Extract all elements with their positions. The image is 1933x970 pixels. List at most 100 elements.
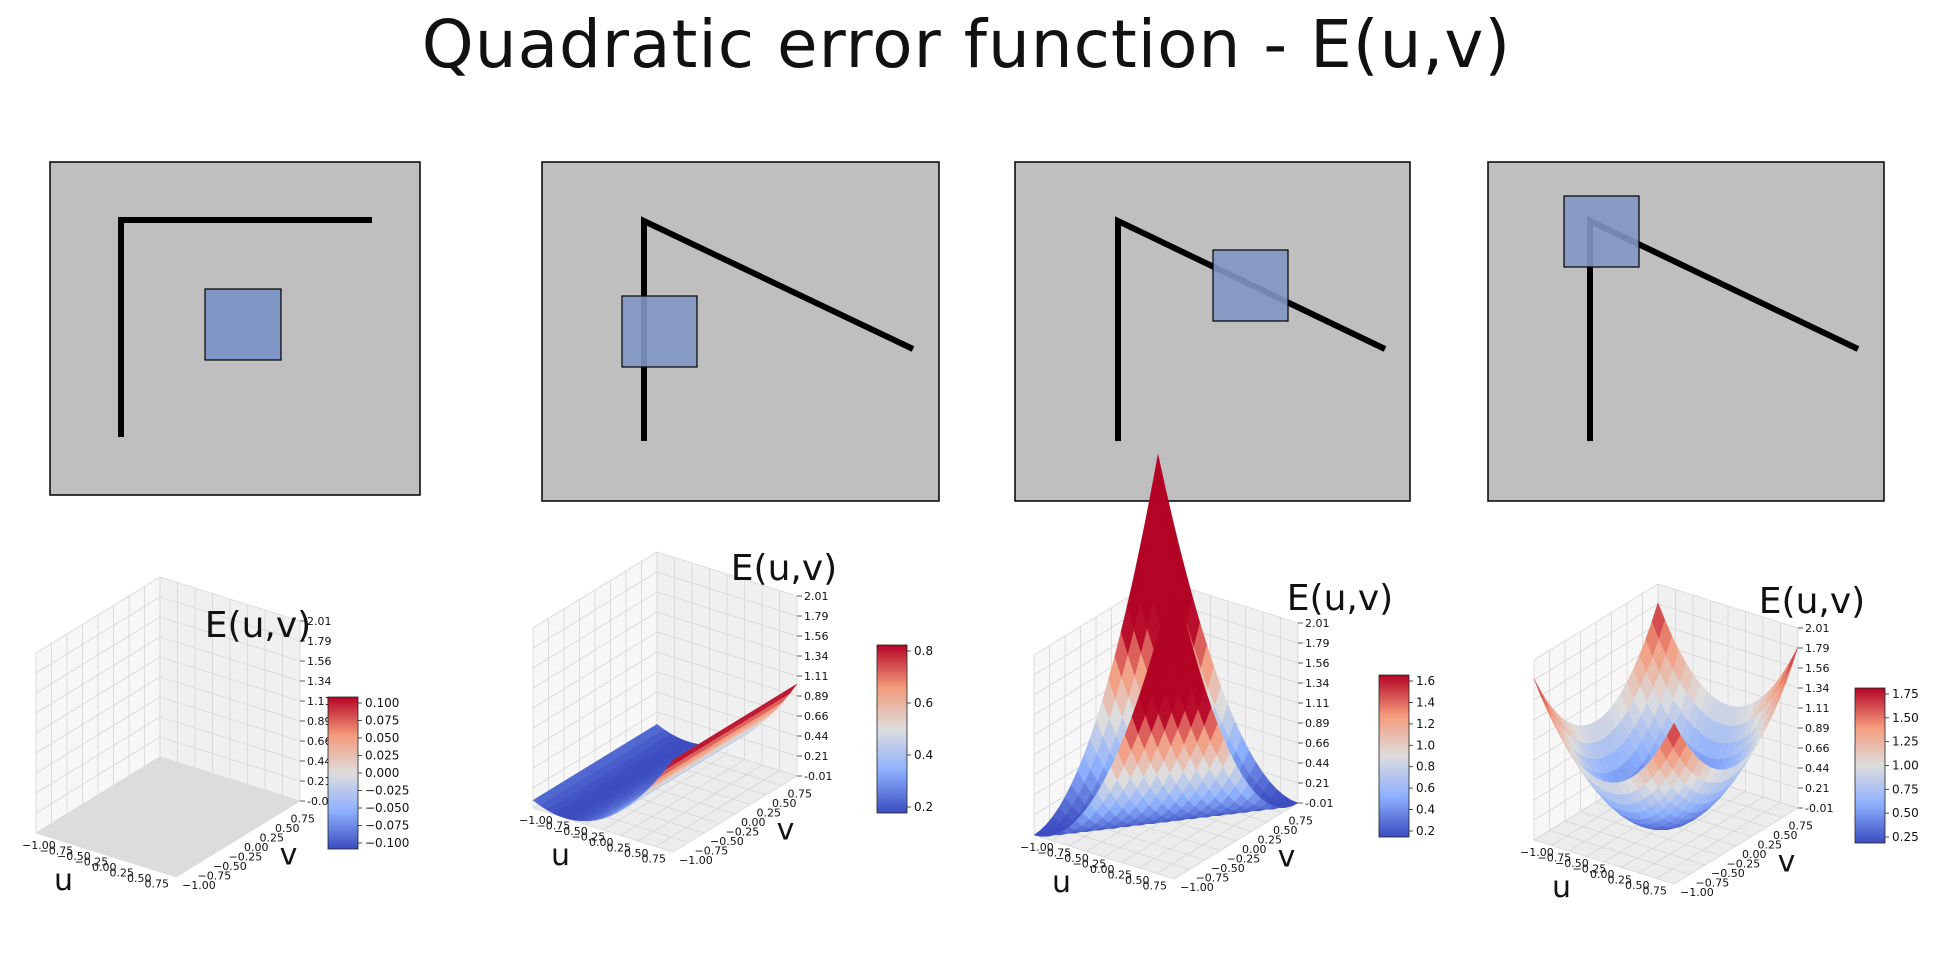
wall-gridline [35,716,301,794]
x-tick-label: −0.25 [1573,863,1607,876]
z-tick-label: 0.66 [307,735,332,748]
wall-gridline [35,676,301,754]
z-tick-label: 0.44 [307,755,332,768]
wall-gridline [532,671,798,749]
x-axis-label: u [1552,870,1571,905]
corner-edge [1115,216,1387,441]
colorbar-tick-label: 0.2 [1416,824,1435,838]
colorbar-tick-label: 0.4 [914,748,933,762]
colorbar-tick-label: −0.100 [365,836,409,850]
wall-gridline [35,656,301,734]
x-tick-label: 0.25 [607,842,632,855]
surface-title: E(u,v) [731,548,837,589]
window-box [204,288,282,361]
z-tick-label: 0.44 [804,730,829,743]
y-tick-label: 0.75 [291,813,316,826]
y-tick-label: 0.50 [275,822,300,835]
z-tick-label: 0.44 [1305,757,1330,770]
x-tick-label: −0.50 [554,825,588,838]
y-tick-label: −0.50 [710,835,744,848]
y-tick-label: −0.75 [695,845,729,858]
z-tick-label: 2.01 [1305,617,1330,630]
y-tick-label: −0.50 [1711,867,1745,880]
y-tick-label: −1.00 [182,879,216,892]
x-tick-label: −0.50 [1055,852,1089,865]
wall-gridline [532,611,798,689]
x-tick-label: 0.25 [110,867,135,880]
z-tick-label: 0.89 [804,690,829,703]
colorbar-tick-label: 0.000 [365,766,399,780]
wall-gridline [1533,583,1799,661]
z-tick-label: 1.34 [804,650,829,663]
colorbar-tick-label: 1.0 [1416,738,1435,752]
x-tick-label: −0.25 [1073,858,1107,871]
image-panel-edge [541,161,940,502]
wall-gridline [35,736,301,814]
wall-gridline [532,651,798,729]
image-panel-flat [49,161,421,496]
wall-gridline [35,596,301,674]
x-tick-label: 0.50 [624,847,649,860]
x-tick-label: 0.00 [92,861,117,874]
x-tick-label: 0.75 [1143,880,1168,893]
x-tick-label: −1.00 [1020,841,1054,854]
colorbar-tick-label: 1.25 [1892,735,1919,749]
colorbar-tick-label: −0.025 [365,784,409,798]
y-tick-label: −1.00 [1680,886,1714,899]
colorbar-tick-label: 0.025 [365,749,399,763]
x-tick-label: −0.75 [537,820,571,833]
colorbar-tick-label: 0.6 [1416,781,1435,795]
colorbar-tick-label: 0.100 [365,696,399,710]
window-box [1563,195,1640,268]
surface-title: E(u,v) [1287,578,1393,619]
x-tick-label: 0.25 [1608,874,1633,887]
z-tick-label: 1.34 [1805,682,1830,695]
y-tick-label: 0.00 [1742,848,1767,861]
x-tick-label: 0.00 [1590,868,1615,881]
x-tick-label: 0.00 [589,836,614,849]
colorbar-tick-label: 1.75 [1892,687,1919,701]
x-axis-label: u [54,863,73,898]
x-tick-label: −0.75 [1538,852,1572,865]
image-panel-diagonal-edge [1014,161,1411,502]
z-tick-label: 1.79 [1805,642,1830,655]
wall-gridline [532,551,798,629]
z-tick-label: 0.89 [1805,722,1830,735]
surface-plot-edge: 2.01 1.79 1.56 1.34 1.11 0.89 0.66 0.44 0.21 -0.0… [519,548,933,873]
y-tick-label: −0.50 [1211,862,1245,875]
wall-gridline [532,571,798,649]
colorbar [327,696,359,850]
y-tick-label: 0.25 [757,807,782,820]
colorbar-tick-label: 0.075 [365,714,399,728]
y-tick-label: −0.25 [229,851,263,864]
x-tick-label: −0.75 [1038,847,1072,860]
window-box [621,295,698,368]
y-tick-label: 0.25 [1258,834,1283,847]
y-tick-label: −0.25 [1727,858,1761,871]
z-tick-label: 1.56 [307,655,332,668]
floor-gridline [655,770,780,847]
y-tick-label: 0.75 [788,788,813,801]
z-tick-label: 2.01 [307,615,332,628]
x-tick-label: −0.50 [1555,857,1589,870]
z-tick-label: -0.01 [804,770,832,783]
window-box [1212,249,1289,322]
surface-patch [1666,722,1681,748]
floor-gridline [1173,802,1299,880]
wall-gridline [35,636,301,714]
y-tick-label: 0.00 [741,816,766,829]
colorbar [1378,674,1410,838]
z-tick-label: 0.44 [1805,762,1830,775]
colorbar-tick-label: −0.075 [365,819,409,833]
z-tick-label: 0.21 [1305,777,1330,790]
y-tick-label: 0.75 [1789,820,1814,833]
x-tick-label: −0.50 [57,850,91,863]
surface-patch [665,755,680,770]
z-tick-label: 0.66 [1305,737,1330,750]
y-tick-label: −0.75 [1196,872,1230,885]
y-axis-label: v [1278,840,1296,875]
colorbar-tick-label: 0.75 [1892,782,1919,796]
z-tick-label: -0.01 [1805,802,1833,815]
wall-gridline [35,696,301,774]
